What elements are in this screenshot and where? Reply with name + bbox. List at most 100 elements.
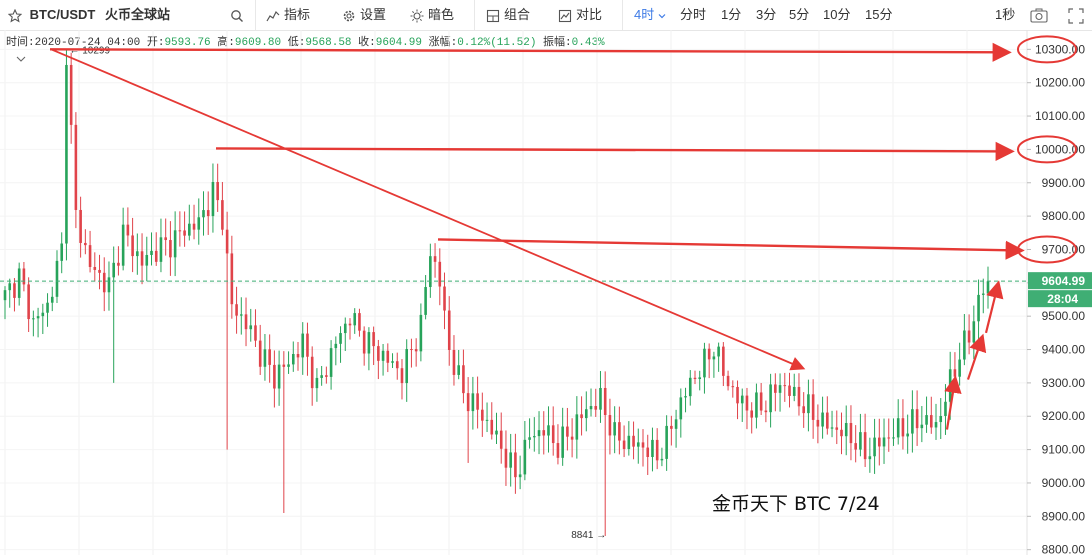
settings-button[interactable]: 设置 <box>342 0 386 30</box>
candle-body <box>778 385 782 393</box>
candle-body <box>759 392 763 411</box>
candle <box>60 232 64 274</box>
dark-mode-button[interactable]: 暗色 <box>410 0 454 30</box>
symbol-selector[interactable]: BTC/USDT 火币全球站 <box>8 0 170 30</box>
candle-body <box>447 310 451 350</box>
candle-body <box>878 437 881 447</box>
candle <box>268 334 271 383</box>
interval-item[interactable]: 3分 <box>756 7 777 22</box>
candle-body <box>287 364 290 367</box>
candle <box>537 411 541 455</box>
candle-body <box>263 349 267 367</box>
high-marker-label: ← 10299 <box>69 46 110 57</box>
candle-body <box>731 386 735 388</box>
candle-body <box>452 349 456 375</box>
candle <box>523 420 527 481</box>
interval-item[interactable]: 1分 <box>721 7 742 22</box>
interval-active[interactable]: 4时 <box>634 0 666 30</box>
candle <box>13 278 16 312</box>
price-axis[interactable]: 10300.00 10200.00 10100.00 10000.00 9900.00 9… <box>1017 30 1092 555</box>
candle <box>835 410 839 445</box>
indicator-icon <box>266 10 280 21</box>
candle <box>920 406 924 443</box>
candle <box>315 368 319 402</box>
candle <box>277 350 281 406</box>
candle-body <box>703 348 706 378</box>
collapse-chevron-icon[interactable] <box>16 56 26 62</box>
candle <box>769 373 772 428</box>
candle-body <box>476 393 479 410</box>
screenshot-button[interactable] <box>1030 0 1048 30</box>
candle-body <box>466 393 470 412</box>
trendline-arrow <box>51 48 806 371</box>
candle <box>358 308 361 337</box>
indicators-button[interactable]: 指标 <box>266 0 310 30</box>
candle <box>599 371 602 423</box>
candle-body <box>391 361 394 363</box>
candle <box>967 314 971 355</box>
candle-body <box>55 260 59 297</box>
candle <box>230 235 234 319</box>
search-icon[interactable] <box>230 9 244 23</box>
change-label: 涨幅: <box>428 37 458 49</box>
combo-label: 组合 <box>504 7 531 22</box>
candle-body <box>698 377 702 380</box>
axis-tick-label: 9400.00 <box>1042 343 1086 357</box>
interval-item[interactable]: 10分 <box>823 7 851 22</box>
candle <box>381 343 385 376</box>
interval-item[interactable]: 5分 <box>789 7 810 22</box>
combo-button[interactable]: 组合 <box>486 0 530 30</box>
candle <box>566 407 569 451</box>
candle-body <box>140 251 144 266</box>
interval-item[interactable]: 15分 <box>865 7 893 22</box>
candle <box>36 307 40 338</box>
fullscreen-icon[interactable] <box>1068 7 1084 24</box>
search-button[interactable] <box>230 0 244 30</box>
candle-body <box>429 256 432 288</box>
candle-body <box>69 64 73 125</box>
candle-body <box>164 237 167 241</box>
fullscreen-button[interactable] <box>1068 0 1084 30</box>
candle <box>878 418 881 466</box>
axis-tick-label: 9700.00 <box>1042 242 1086 256</box>
candle-body <box>580 414 583 419</box>
candle <box>816 404 820 444</box>
candle-body <box>145 254 149 266</box>
star-icon[interactable] <box>8 8 22 23</box>
candle-body <box>925 415 928 425</box>
candle <box>561 407 564 466</box>
candle-body <box>509 452 512 468</box>
candle <box>915 390 919 446</box>
candle <box>239 297 243 335</box>
camera-icon[interactable] <box>1030 8 1048 23</box>
candle-body <box>958 359 961 377</box>
candle <box>107 261 111 311</box>
candle-body <box>343 323 347 334</box>
candle-body <box>485 419 489 421</box>
interval-item[interactable]: 分时 <box>680 7 707 22</box>
candle-body <box>740 395 744 404</box>
candle-body <box>722 346 725 376</box>
candle-body <box>249 325 253 330</box>
candle-body <box>112 262 115 278</box>
compare-button[interactable]: 对比 <box>558 0 602 30</box>
interval-seconds[interactable]: 1秒 <box>995 7 1016 22</box>
candle <box>551 406 555 456</box>
candle-body <box>188 223 191 236</box>
candle-body <box>433 256 437 262</box>
candle-body <box>726 375 730 387</box>
candle-body <box>490 419 494 435</box>
candle <box>670 415 673 446</box>
candle-body <box>424 287 427 315</box>
candle <box>41 303 45 335</box>
candle <box>603 371 607 536</box>
candle <box>481 392 484 437</box>
candle <box>636 428 640 464</box>
candle-body <box>533 436 536 438</box>
candle <box>646 434 650 476</box>
candle-body <box>414 349 418 352</box>
candle-body <box>977 294 980 322</box>
candle-body <box>911 409 914 434</box>
candle-body <box>405 349 409 384</box>
